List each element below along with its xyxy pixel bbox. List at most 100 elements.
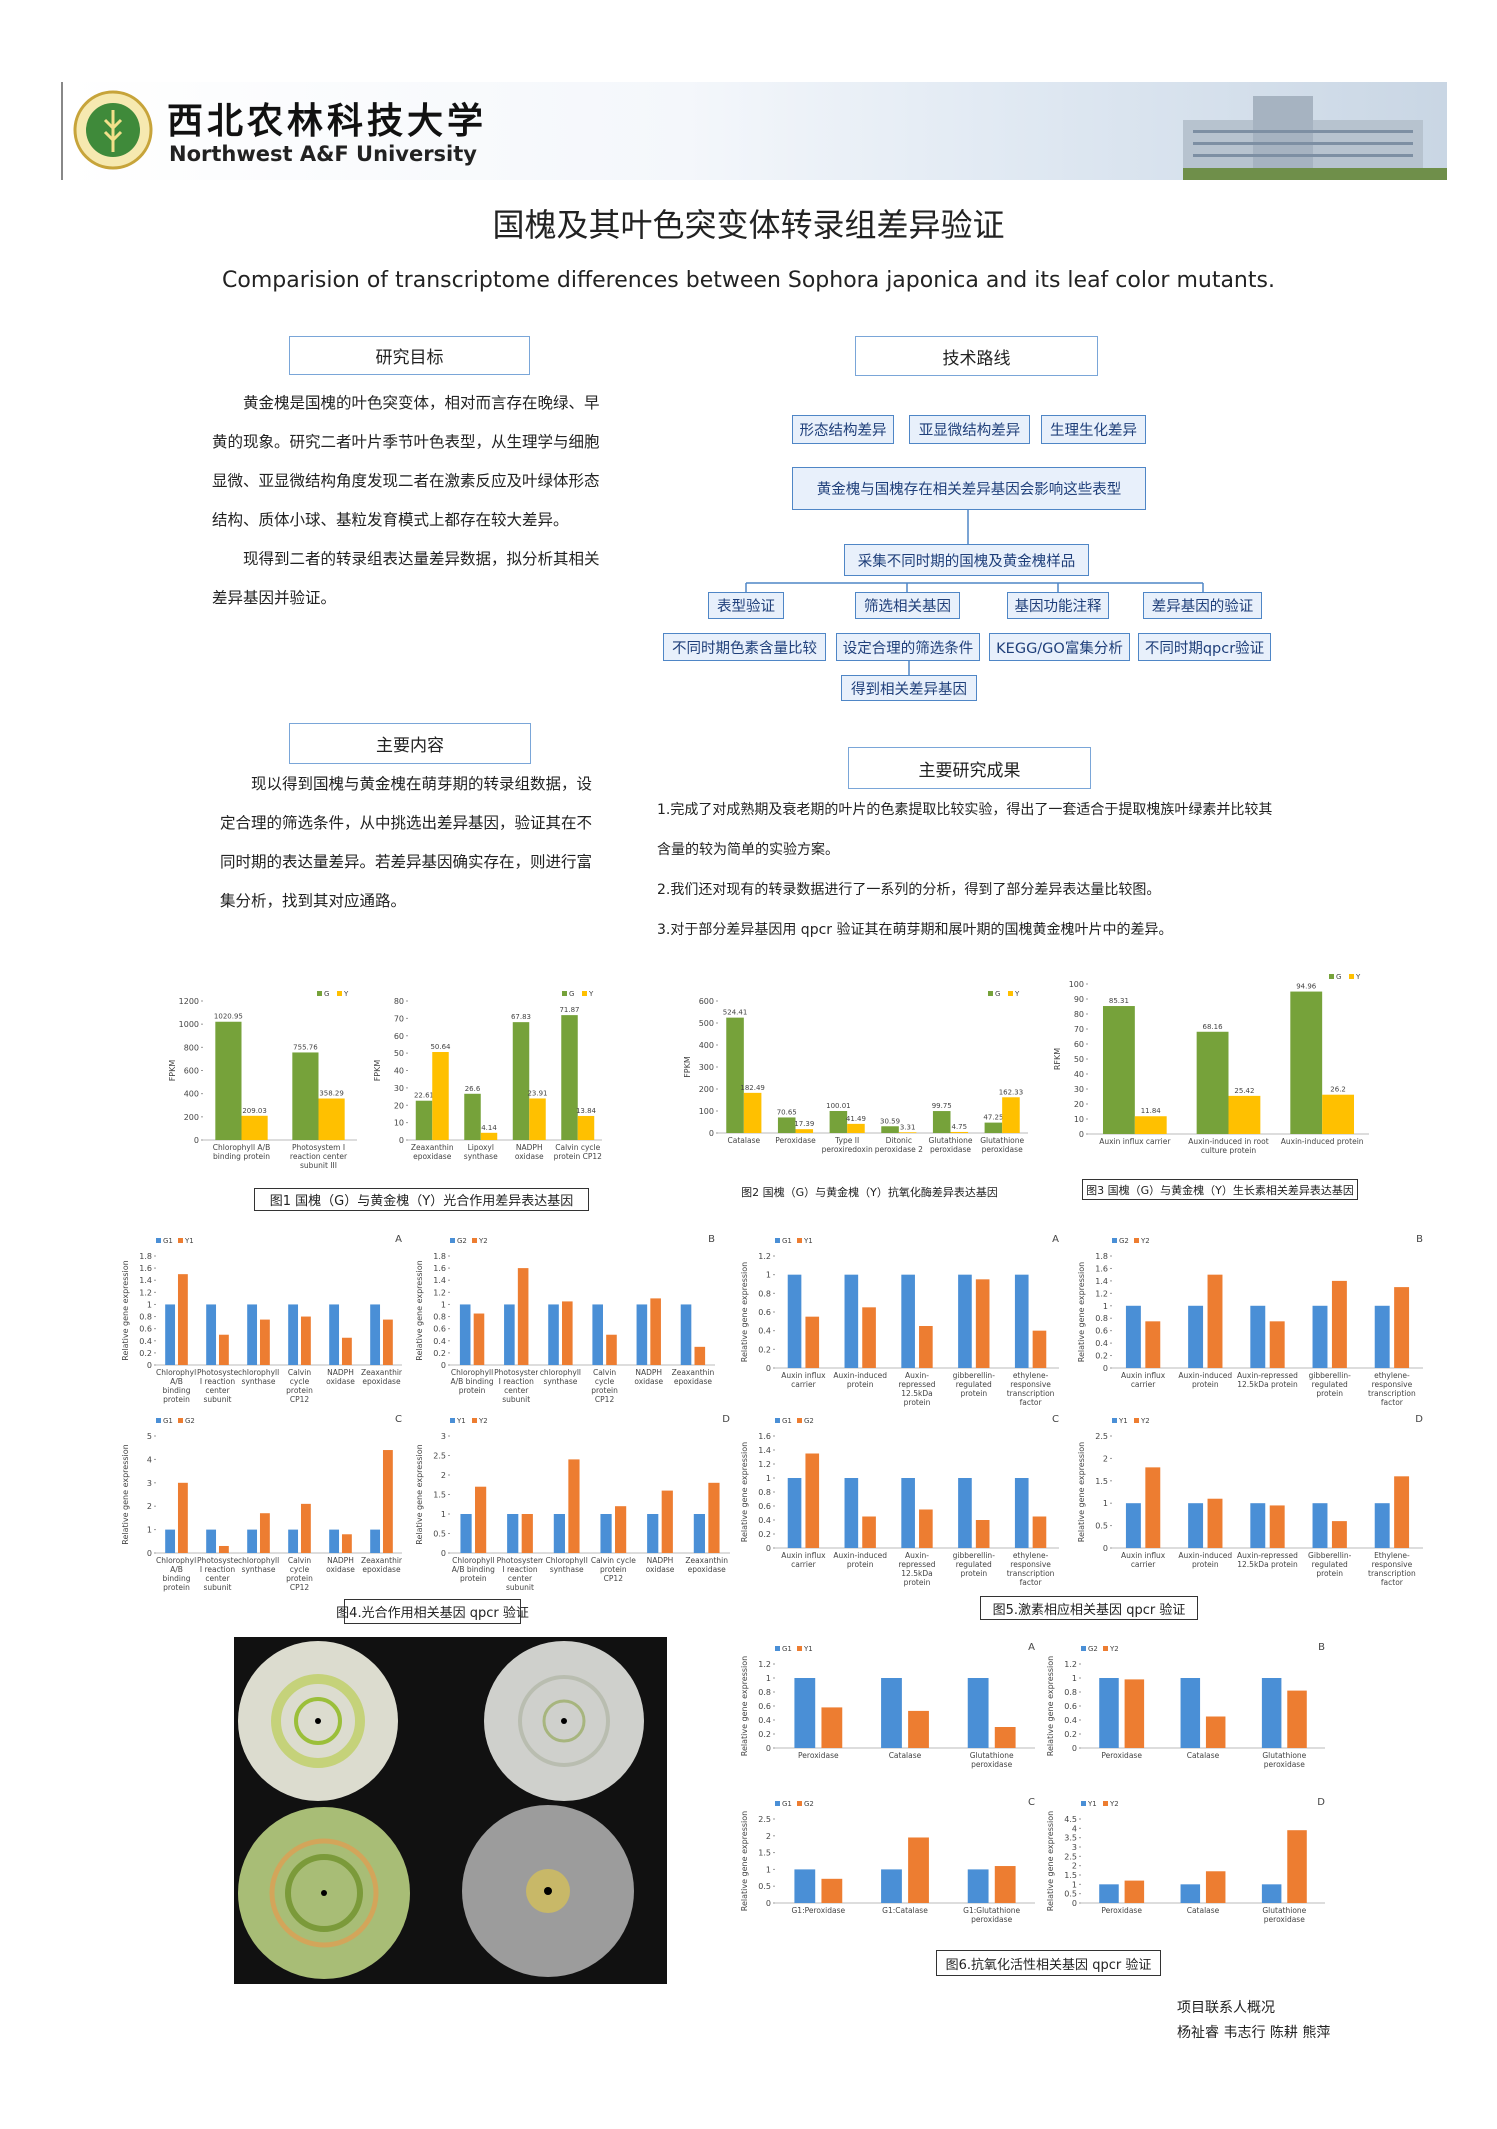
legend-swatch [337,991,342,996]
y-tick-label: 80 [394,997,404,1006]
y-tick-label: 2 [766,1832,771,1841]
panel-label: A [1052,1234,1059,1245]
y-tick-label: 20 [394,1101,404,1110]
bar [862,1516,876,1548]
bar [177,1482,188,1553]
x-tick-label: Photosystem I reaction center subunit [496,1556,544,1592]
y-tick-label: 1.6 [758,1432,771,1441]
y-axis-label: FPKM [373,1060,382,1082]
bar [1287,1830,1307,1903]
objective-text: 黄金槐是国槐的叶色突变体，相对而言存在晚绿、早黄的现象。研究二者叶片季节叶色表型… [212,384,602,618]
bar [794,1678,816,1748]
legend-label: Y1 [1087,1800,1097,1808]
y-tick-label: 1.8 [433,1252,446,1261]
legend-label: Y1 [456,1417,466,1425]
results-text: 1.完成了对成熟期及衰老期的叶片的色素提取比较实验，得出了一套适合于提取槐族叶绿… [657,790,1282,950]
bar [517,1268,529,1365]
bar [464,1093,481,1140]
y-tick-label: 1 [441,1300,446,1309]
bar [881,1869,902,1903]
x-tick-label: chlorophyll synthase [238,1368,279,1386]
x-tick-label: Auxin influx carrier [1099,1137,1171,1146]
y-tick-label: 0 [1072,1899,1077,1908]
y-tick-label: 1.8 [139,1252,152,1261]
panel-label: A [395,1234,402,1245]
bar [504,1304,515,1365]
legend-swatch [797,1238,802,1243]
flow-node: 不同时期色素含量比较 [663,633,826,661]
y-tick-label: 0 [709,1129,714,1138]
x-tick-label: Auxin influx carrier [781,1551,826,1569]
value-label: 3.31 [900,1123,916,1131]
bar [743,1092,762,1133]
y-tick-label: 0 [1103,1364,1108,1373]
category-label-box: Chlorophyll A/B binding protein [451,1368,494,1395]
y-tick-label: 4.5 [1064,1815,1077,1824]
y-tick-label: 0.4 [139,1337,152,1346]
bar [592,1304,603,1365]
y-tick-label: 20 [1074,1100,1084,1109]
bar [862,1307,876,1368]
category-label-box: Photosystem I reaction center subunit [494,1368,539,1404]
legend-swatch [775,1646,780,1651]
y-tick-label: 50 [1074,1055,1084,1064]
y-tick-label: 1.2 [758,1252,771,1261]
bar [1250,1503,1266,1548]
bar [821,1707,843,1748]
panel-label: C [1052,1414,1059,1425]
value-label: 162.33 [999,1088,1024,1096]
category-label-box: Peroxidase [1101,1751,1142,1760]
y-tick-label: 400 [699,1041,714,1050]
x-tick-label: Photosystem I reaction center subunit [197,1556,238,1592]
y-tick-label: 1 [1103,1302,1108,1311]
y-axis-label: Relative gene expression [1046,1811,1055,1912]
y-tick-label: 200 [184,1113,199,1122]
bar-chart: 0 100 200 300 400 500 600 FPKM 524.41 182.49 Catal… [683,990,1028,1154]
y-tick-label: 0 [147,1361,152,1370]
bar [829,1110,848,1133]
category-label-box: Auxin-induced protein [833,1371,887,1389]
category-label-box: Zeaxanthin epoxidase [361,1368,402,1386]
value-label: 71.87 [559,1006,579,1014]
result-item: 3.对于部分差异基因用 qpcr 验证其在萌芽期和展叶期的国槐黄金槐叶片中的差异… [657,922,1173,938]
x-tick-label: Photosystem I reaction center subunit [494,1368,539,1404]
y-tick-label: 0.8 [758,1289,771,1298]
category-label-box: ethylene-responsive transcription factor [1368,1371,1416,1407]
legend-swatch [988,991,993,996]
bar [661,1490,673,1553]
y-tick-label: 0 [194,1136,199,1145]
bar [967,1678,989,1748]
bar [967,1869,989,1903]
legend-swatch [1134,1418,1139,1423]
legend-swatch [1134,1238,1139,1243]
bar [206,1529,217,1553]
y-axis-label: RFKM [1053,1048,1062,1070]
legend-swatch [1008,991,1013,996]
category-label-box: Photosystem I reaction center subunit [197,1556,238,1592]
x-tick-label: NADPH oxidase [326,1556,355,1574]
flow-node: 生理生化差异 [1041,415,1146,444]
bar [259,1319,270,1365]
legend-swatch [775,1418,780,1423]
legend-swatch [1081,1801,1086,1806]
bar [382,1450,393,1553]
category-label-box: Auxin-induced protein [1178,1551,1232,1569]
y-tick-label: 1.2 [433,1288,446,1297]
y-axis-label: Relative gene expression [740,1656,749,1757]
bar [480,1132,498,1140]
y-tick-label: 0.5 [433,1530,446,1539]
legend-label: G2 [1119,1237,1129,1245]
bar [507,1514,519,1553]
y-axis-label: Relative gene expression [121,1444,130,1545]
y-tick-label: 10 [394,1119,404,1128]
y-tick-label: 1 [1072,1674,1077,1683]
bar [259,1513,270,1553]
y-tick-label: 0.2 [139,1349,152,1358]
y-axis-label: Relative gene expression [740,1262,749,1363]
x-tick-label: gibberellin-regulated protein [952,1551,995,1578]
bar [908,1710,929,1748]
y-tick-label: 0.5 [758,1882,771,1891]
legend-swatch [1112,1418,1117,1423]
x-tick-label: G1:Peroxidase [791,1906,846,1915]
x-tick-label: Auxin influx carrier [1120,1551,1166,1569]
